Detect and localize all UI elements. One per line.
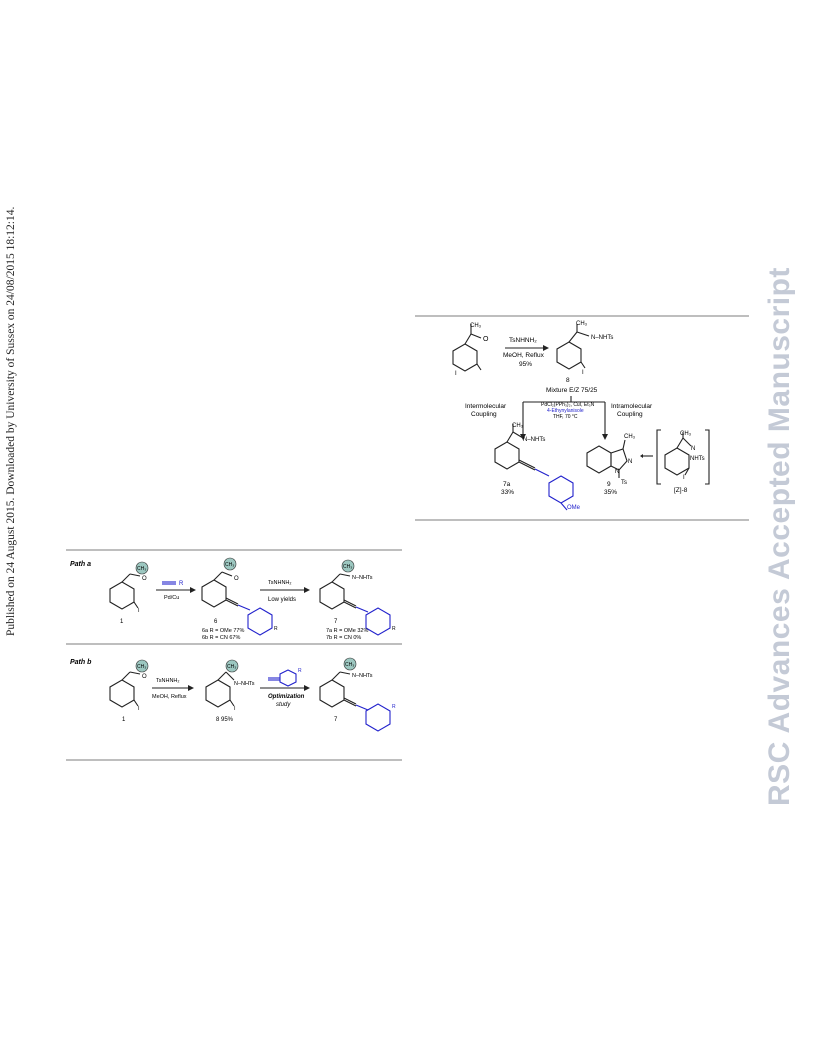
- path-b-compound-1-label: 1: [122, 717, 126, 723]
- hydrazone-group-label: N–NHTs: [591, 335, 613, 341]
- path-a-compound-1: [109, 561, 149, 610]
- path-b-alkyne-r: R: [298, 668, 302, 674]
- path-a-catalyst: Pd/Cu: [164, 595, 179, 601]
- path-b-optimization: Optimization: [268, 694, 305, 700]
- hydrazone-structure: [556, 324, 590, 370]
- path-b-yield-8: 8 95%: [216, 717, 234, 723]
- path-b-hydrazone-8: [205, 659, 239, 708]
- yield-7b-path: 7b R = CN 0%: [326, 635, 361, 641]
- mixture-ratio: Mixture E/Z 75/25: [546, 387, 598, 394]
- path-a-iodo-1: I: [138, 608, 140, 614]
- intermolecular-label: Intermolecular: [465, 403, 507, 410]
- intermediate-nhts-label: NHTs: [690, 456, 705, 462]
- compound-7a-label: 7a: [503, 481, 511, 488]
- compound-6-oxygen: O: [234, 576, 239, 582]
- intramolecular-coupling-label: Coupling: [617, 411, 643, 418]
- ketone-iodo-label: I: [455, 371, 457, 377]
- scheme-hydrazone-coupling: CH₃ O I TsNHNH₂ MeOH, Reflux 95% CH₃ N–N…: [415, 315, 749, 521]
- publication-sidebar-note: Published on 24 August 2015. Downloaded …: [5, 206, 17, 636]
- path-a-7-nhts: N–NHTs: [352, 575, 373, 581]
- yield-6b: 6b R = CN 67%: [202, 635, 240, 641]
- reagent-tsnhnh2: TsNHNH₂: [509, 337, 537, 344]
- product-ome-label: OMe: [567, 505, 581, 511]
- conditions-alkyne: 4-Ethynylanisole: [547, 408, 584, 414]
- path-a-label: Path a: [70, 561, 91, 568]
- intermediate-iodo-label: I: [683, 475, 685, 481]
- compound-6-structure: [201, 557, 273, 636]
- product-methyl-label: CH₃: [512, 423, 524, 429]
- hydrazone-iodo-label: I: [582, 370, 584, 376]
- indazole-structure: [586, 439, 628, 478]
- path-a-7-ch3-badge: CH₃: [343, 564, 352, 570]
- hydrazone-methyl-label: CH₃: [576, 321, 588, 327]
- path-a-compound-1-label: 1: [120, 619, 124, 625]
- yield-6a: 6a R = OMe 77%: [202, 628, 244, 634]
- intermolecular-coupling-label: Coupling: [471, 411, 497, 418]
- path-b-7-nhts: N–NHTs: [352, 673, 373, 679]
- path-b-8-iodo: I: [234, 706, 236, 712]
- indazole-ts-label: Ts: [621, 480, 627, 486]
- path-a-compound-7: [319, 559, 391, 636]
- compound-6-ch3-badge: CH₃: [225, 562, 234, 568]
- compound-6-label: 6: [214, 619, 218, 625]
- path-a-compound-7-label: 7: [334, 619, 338, 625]
- path-b-7-ch3-badge: CH₃: [345, 662, 354, 668]
- ketone-oxygen-label: O: [483, 336, 489, 343]
- path-b-compound-7-label: 7: [334, 717, 338, 723]
- yield-7a: 33%: [501, 489, 514, 496]
- yield-7a-path: 7a R = OMe 32%: [326, 628, 368, 634]
- yield-9: 35%: [604, 489, 617, 496]
- path-b-compound-1: [109, 659, 149, 708]
- indazole-methyl-label: CH₃: [624, 434, 636, 440]
- conditions-temperature: THF, 70 °C: [553, 414, 578, 420]
- ketone-methyl-label: CH₃: [470, 323, 482, 329]
- path-b-7-r: R: [392, 704, 396, 710]
- product-hydrazone-label: N–NHTs: [523, 437, 545, 443]
- intermediate-n-label: N: [691, 446, 695, 452]
- path-a-alkyne-r: R: [179, 581, 184, 587]
- indazole-n2-label: N: [628, 459, 632, 465]
- path-b-8-nnhts: N–NHTs: [234, 681, 255, 687]
- path-b-study: study: [276, 702, 291, 708]
- path-b-reagent-1: TsNHNH₂: [156, 678, 180, 684]
- scheme-path-a-b: Path a CH₃ O I 1 R Pd/Cu CH₃ O R 6 6a R …: [66, 549, 402, 761]
- path-a-reagent: TsNHNH₂: [268, 580, 292, 586]
- z-isomer-intermediate: [656, 429, 710, 485]
- ketone-structure: [452, 324, 482, 372]
- product-7a-structure: [494, 424, 574, 511]
- path-a-low-yields: Low yields: [268, 597, 296, 603]
- intermediate-label: [Z]-8: [674, 487, 688, 494]
- path-b-compound-7: [319, 657, 391, 732]
- intermediate-methyl-label: CH₃: [680, 431, 692, 437]
- path-b-label: Path b: [70, 659, 92, 666]
- compound-9-label: 9: [607, 481, 611, 488]
- path-b-iodo: I: [138, 706, 140, 712]
- path-b-oxygen: O: [142, 674, 147, 680]
- reagent-meoh-reflux: MeOH, Reflux: [503, 352, 545, 359]
- compound-8-label: 8: [566, 377, 570, 384]
- intramolecular-label: Intramolecular: [611, 403, 653, 410]
- compound-6-r: R: [274, 626, 278, 632]
- path-a-7-r: R: [392, 626, 396, 632]
- path-a-oxygen-1: O: [142, 576, 147, 582]
- path-b-8-ch3-badge: CH₃: [227, 664, 236, 670]
- yield-hydrazone: 95%: [519, 361, 532, 368]
- path-b-reagent-2: MeOH, Reflux: [152, 694, 187, 700]
- path-a-ch3-badge: CH₃: [137, 566, 146, 572]
- indazole-n1-label: N: [615, 469, 619, 475]
- conditions-catalyst: PdCl₂(PPh₃)₂, CuI, Et₃N: [541, 402, 595, 408]
- path-b-ch3-badge: CH₃: [137, 664, 146, 670]
- journal-watermark: RSC Advances Accepted Manuscript: [763, 267, 796, 806]
